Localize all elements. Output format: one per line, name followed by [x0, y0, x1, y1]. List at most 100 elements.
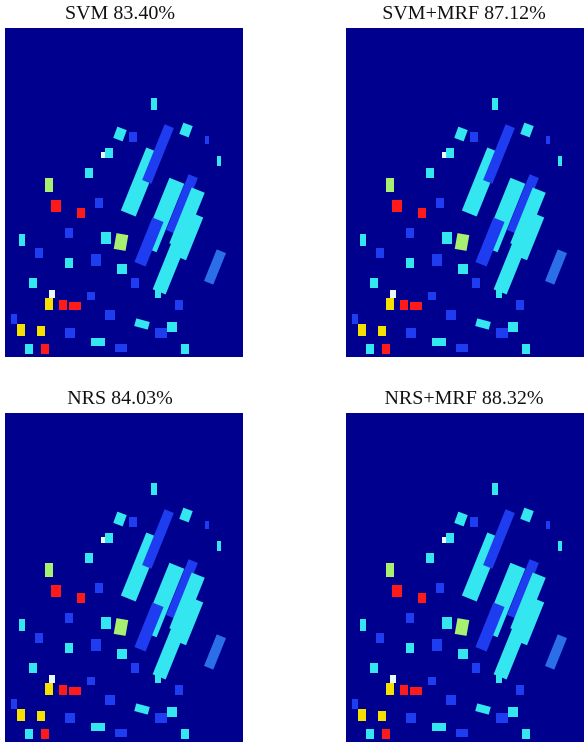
class-region	[522, 729, 530, 739]
class-region	[19, 619, 25, 631]
class-region	[29, 663, 37, 673]
class-region	[458, 649, 468, 659]
class-region	[131, 663, 139, 673]
class-region	[392, 585, 402, 597]
class-region	[167, 707, 177, 717]
class-region	[400, 300, 408, 310]
class-region	[432, 338, 446, 346]
class-region	[65, 258, 73, 268]
class-region	[378, 326, 386, 336]
class-region	[59, 300, 67, 310]
class-region	[410, 687, 422, 695]
class-region	[432, 723, 446, 731]
class-region	[546, 521, 550, 529]
class-region	[446, 695, 456, 705]
class-region	[428, 677, 436, 685]
class-region	[65, 613, 73, 623]
class-region	[77, 593, 85, 603]
panel-title: NRS 84.03%	[0, 387, 240, 410]
class-region	[101, 152, 105, 158]
class-region	[37, 711, 45, 721]
class-region	[91, 723, 105, 731]
class-region	[45, 683, 53, 695]
class-region	[205, 521, 209, 529]
class-region	[558, 156, 562, 166]
class-region	[442, 152, 446, 158]
classification-map	[5, 413, 243, 742]
class-region	[558, 541, 562, 551]
class-region	[45, 563, 53, 577]
class-region	[65, 328, 75, 338]
class-region	[522, 344, 530, 354]
class-region	[432, 254, 442, 266]
class-region	[29, 278, 37, 288]
class-region	[105, 148, 113, 158]
class-region	[458, 264, 468, 274]
class-region	[496, 328, 508, 338]
class-region	[101, 617, 111, 629]
class-region	[492, 483, 498, 495]
class-region	[65, 228, 73, 238]
class-region	[37, 326, 45, 336]
class-region	[35, 633, 43, 643]
class-region	[406, 643, 414, 653]
class-region	[95, 583, 103, 593]
class-region	[175, 300, 183, 310]
class-region	[181, 344, 189, 354]
class-region	[378, 711, 386, 721]
class-region	[11, 699, 17, 709]
class-region	[442, 537, 446, 543]
class-region	[69, 302, 81, 310]
class-region	[426, 553, 434, 563]
class-region	[470, 517, 478, 527]
class-region	[496, 713, 508, 723]
panel-title: SVM+MRF 87.12%	[344, 2, 584, 25]
class-region	[508, 322, 518, 332]
class-region	[418, 208, 426, 218]
class-region	[366, 344, 374, 354]
class-region	[386, 683, 394, 695]
class-region	[131, 278, 139, 288]
class-region	[155, 328, 167, 338]
class-region	[45, 178, 53, 192]
class-region	[456, 729, 468, 737]
class-region	[418, 593, 426, 603]
map-background	[5, 28, 243, 357]
class-region	[85, 553, 93, 563]
class-region	[382, 729, 390, 739]
map-background	[346, 413, 584, 742]
class-region	[370, 278, 378, 288]
classification-map	[5, 28, 243, 357]
class-region	[496, 290, 502, 298]
class-region	[181, 729, 189, 739]
class-region	[45, 298, 53, 310]
class-region	[390, 290, 396, 298]
class-region	[446, 533, 454, 543]
class-region	[217, 541, 221, 551]
class-region	[360, 234, 366, 246]
class-region	[51, 200, 61, 212]
class-region	[129, 517, 137, 527]
figure: SVM 83.40% SVM+MRF 87.12% NRS 84.03% NRS…	[0, 0, 584, 742]
panel-title: NRS+MRF 88.32%	[344, 387, 584, 410]
class-region	[492, 98, 498, 110]
class-region	[17, 324, 25, 336]
class-region	[406, 613, 414, 623]
classification-map	[346, 28, 584, 357]
class-region	[446, 310, 456, 320]
class-region	[155, 290, 161, 298]
class-region	[217, 156, 221, 166]
class-region	[406, 258, 414, 268]
class-region	[117, 649, 127, 659]
class-region	[442, 232, 452, 244]
classification-map	[346, 413, 584, 742]
class-region	[508, 707, 518, 717]
class-region	[105, 310, 115, 320]
class-region	[516, 685, 524, 695]
class-region	[432, 639, 442, 651]
class-region	[155, 713, 167, 723]
class-region	[91, 254, 101, 266]
class-region	[49, 290, 55, 298]
class-region	[406, 328, 416, 338]
class-region	[442, 617, 452, 629]
